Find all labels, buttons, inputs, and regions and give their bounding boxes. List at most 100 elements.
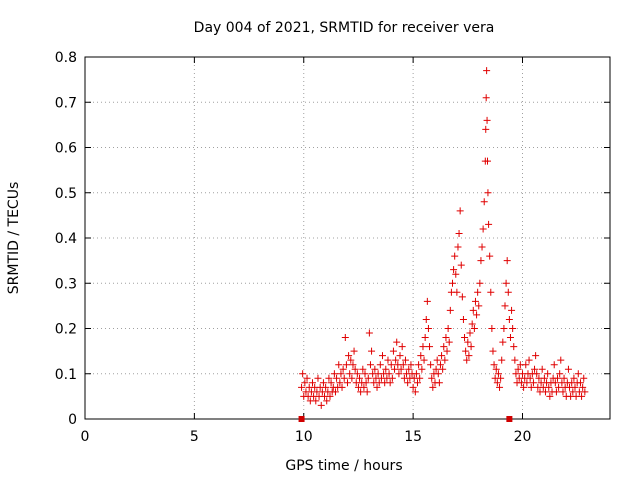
data-point [487,288,495,296]
data-point [508,306,516,314]
data-point [419,343,427,351]
data-point [432,365,440,373]
data-point [531,365,539,373]
data-point [340,374,348,382]
data-point [570,374,578,382]
data-point [322,383,330,391]
data-point [420,356,428,364]
data-point [552,388,560,396]
data-point [578,392,586,400]
data-point [427,361,435,369]
y-tick-label: 0.8 [55,50,77,66]
x-tick-label: 20 [514,429,532,445]
y-tick-label: 0.7 [55,95,77,111]
data-point [436,361,444,369]
gap-markers [298,416,513,422]
data-point [385,370,393,378]
data-point [554,374,561,382]
data-point [379,352,386,360]
x-tick-label: 15 [404,429,422,445]
x-tick-label: 10 [295,429,313,445]
data-point [312,397,320,405]
data-point [493,379,501,387]
data-point [576,379,584,387]
data-point [298,383,306,391]
data-point [551,379,559,387]
data-point [514,365,522,373]
data-point [490,361,498,369]
data-point [451,252,459,260]
data-point [527,383,535,391]
axis-ticks: 0 0.1 0.2 0.3 0.4 0.5 0.6 0.7 0.8 0 5 10 15 20 [55,50,610,445]
data-point [438,352,446,360]
data-point [348,374,356,382]
data-point [486,252,494,260]
data-point [479,225,487,233]
data-point [393,338,401,346]
data-point [411,388,419,396]
data-point [579,383,587,391]
data-point [345,352,353,360]
data-point [510,343,518,351]
data-point [344,379,351,387]
data-point [529,379,537,387]
data-point [538,365,546,373]
y-tick-label: 0 [68,412,77,428]
y-tick-label: 0.5 [55,186,77,202]
data-point [373,383,381,391]
data-point [391,365,399,373]
data-point [407,361,415,369]
data-point [500,325,508,332]
data-point [386,379,394,387]
data-point [523,379,531,387]
data-point [365,329,373,337]
data-point [445,338,453,346]
data-point [540,374,548,382]
data-point [433,356,441,364]
data-point [470,325,478,332]
data-point [449,279,456,287]
data-point [477,257,485,265]
data-point [557,356,565,364]
data-point [545,383,553,391]
chart-title: Day 004 of 2021, SRMTID for receiver ver… [194,20,495,36]
data-point [465,352,473,360]
grid-lines [85,57,610,419]
x-tick-label: 5 [190,429,199,445]
data-point [342,361,350,369]
data-point [404,379,412,387]
data-point [525,356,533,364]
data-point [421,334,429,342]
data-point [366,361,374,369]
x-tick-label: 0 [81,429,90,445]
data-point [455,229,463,237]
data-point [405,365,413,373]
data-point [362,379,370,387]
data-point [484,189,492,197]
data-point [452,270,460,278]
data-point [428,374,436,382]
data-point [458,293,466,301]
data-point [496,383,504,391]
data-point [429,383,437,391]
data-point [350,347,358,355]
y-tick-label: 0.6 [55,141,77,157]
data-point [482,94,490,102]
data-point [359,365,367,373]
data-point [505,315,513,323]
y-tick-label: 0.3 [55,276,77,292]
data-point [546,392,554,400]
data-point [309,379,316,387]
data-point [423,297,431,305]
data-point [453,288,461,296]
data-point [392,356,400,364]
data-point [509,325,517,332]
data-point [323,397,331,405]
data-point [339,365,347,373]
data-point [483,116,491,124]
data-point [501,302,509,310]
data-point [301,379,309,387]
data-point [526,374,534,382]
data-point [351,365,359,373]
